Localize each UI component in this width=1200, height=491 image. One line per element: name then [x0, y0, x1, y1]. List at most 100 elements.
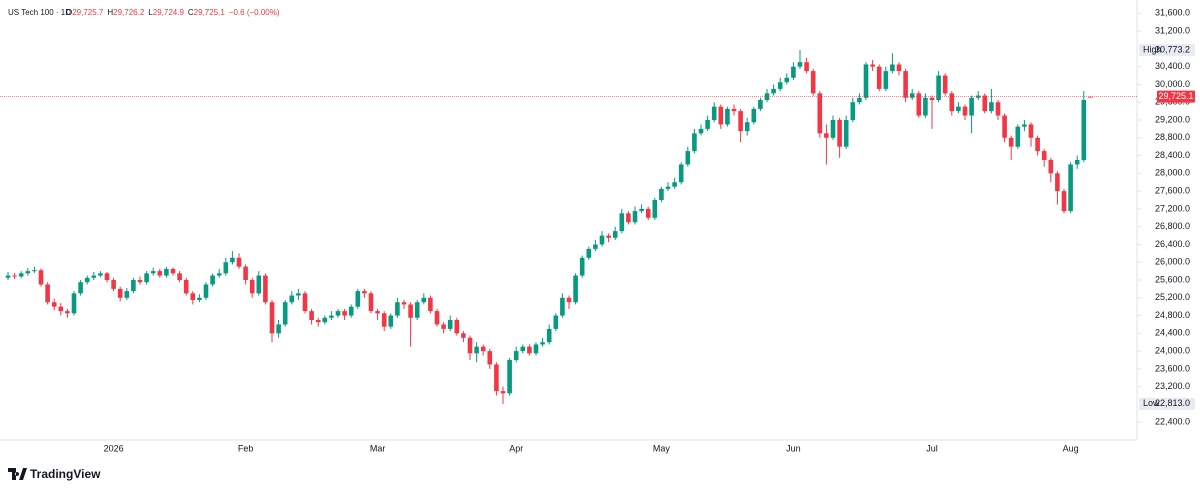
candle-body	[71, 293, 77, 314]
candle-body	[1068, 164, 1073, 212]
candle-body	[494, 364, 499, 392]
candle-body	[652, 200, 658, 218]
candle-body	[335, 311, 341, 316]
candle-body	[157, 271, 163, 276]
candle-body	[388, 315, 394, 327]
candle-body	[309, 311, 314, 320]
candle-body	[883, 71, 889, 89]
y-tick-label: 24,000.0	[1155, 345, 1190, 355]
candle-body	[124, 291, 130, 298]
chart-title: US Tech 100 · 1D	[8, 8, 71, 17]
candle-body	[474, 346, 479, 354]
legend-value: 29,726.2	[113, 8, 145, 17]
x-tick-label: Mar	[370, 443, 386, 453]
candle-body	[150, 271, 156, 274]
candle-body	[533, 344, 539, 354]
candle-body	[223, 262, 229, 274]
candle-body	[256, 275, 262, 294]
legend-value: 29,725.7	[72, 8, 104, 17]
candle-body	[797, 62, 803, 67]
candle-body	[942, 75, 948, 94]
candle-body	[606, 235, 611, 238]
candle-body	[989, 102, 994, 112]
candle-body	[137, 280, 143, 283]
candle-body	[626, 213, 631, 223]
candle-body	[830, 120, 836, 138]
candle-body	[461, 333, 466, 338]
candle-body	[216, 273, 222, 276]
candle-body	[678, 164, 684, 183]
candle-body	[348, 306, 354, 316]
candle-body	[414, 302, 420, 318]
candle-body	[936, 75, 941, 100]
y-tick-label: 30,400.0	[1155, 61, 1190, 71]
candle-body	[870, 64, 875, 67]
candle-body	[817, 93, 823, 134]
high-badge	[1139, 44, 1195, 57]
candle-body	[25, 271, 31, 274]
candle-body	[5, 275, 11, 278]
candle-body	[368, 293, 374, 312]
candle-body	[692, 133, 697, 152]
candle-body	[896, 64, 902, 72]
x-tick-label: Apr	[509, 443, 523, 453]
candle-body	[111, 280, 116, 289]
legend-key: L	[148, 8, 153, 17]
low-label: Low	[1143, 398, 1160, 408]
candle-body	[428, 297, 433, 312]
candle-body	[705, 120, 710, 129]
candle-body	[144, 273, 149, 283]
candle-body	[322, 317, 328, 323]
candle-body	[579, 257, 585, 276]
candle-body	[586, 248, 592, 258]
candle-body	[302, 293, 308, 312]
candle-body	[38, 270, 44, 285]
candle-body	[784, 77, 790, 83]
candle-body	[203, 284, 209, 298]
candle-body	[329, 315, 334, 318]
candle-body	[632, 211, 638, 223]
candle-body	[665, 186, 671, 189]
x-tick-label: 2026	[104, 443, 124, 453]
legend-key: H	[107, 8, 113, 17]
candle-body	[487, 351, 493, 365]
candle-body	[540, 342, 545, 345]
candle-body	[269, 302, 275, 334]
candle-body	[164, 268, 169, 276]
candle-body	[1028, 124, 1034, 138]
candle-body	[249, 280, 255, 294]
candle-body	[738, 111, 743, 132]
candle-body	[685, 151, 691, 165]
y-tick-label: 31,200.0	[1155, 25, 1190, 35]
last-price-label: 29,725.1	[1158, 91, 1193, 101]
candle-body	[170, 268, 176, 274]
y-tick-label: 24,400.0	[1155, 328, 1190, 338]
candle-body	[421, 297, 427, 303]
candle-body	[441, 324, 446, 329]
candle-body	[434, 311, 440, 325]
x-tick-label: Feb	[238, 443, 254, 453]
y-tick-label: 26,000.0	[1155, 257, 1190, 267]
plot-area	[0, 50, 1137, 404]
candle-body	[507, 360, 512, 394]
candle-body	[447, 320, 453, 329]
candle-body	[876, 66, 882, 89]
candle-body	[467, 337, 473, 354]
high-label: High	[1143, 44, 1162, 54]
candle-body	[296, 293, 301, 296]
candle-body	[890, 64, 895, 72]
candle-body	[850, 102, 856, 120]
candle-body	[1015, 126, 1021, 147]
candle-body	[1081, 100, 1087, 160]
x-tick-label: Jul	[926, 443, 938, 453]
candle-body	[949, 93, 955, 112]
candle-body	[513, 351, 519, 360]
candle-body	[725, 108, 730, 125]
candle-body	[962, 106, 968, 116]
candle-body	[197, 297, 202, 300]
candle-body	[104, 273, 110, 280]
y-tick-label: 27,600.0	[1155, 185, 1190, 195]
candle-body	[1055, 173, 1060, 192]
candle-body	[342, 311, 347, 316]
